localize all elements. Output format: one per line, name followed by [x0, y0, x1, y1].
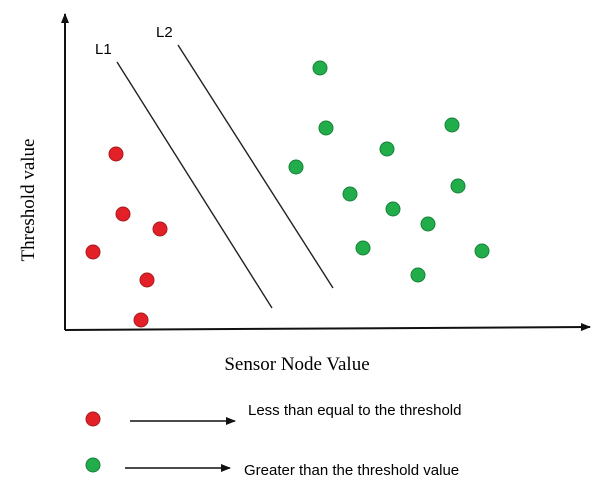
point — [444, 117, 460, 133]
line-label: L1 — [95, 41, 112, 58]
point — [152, 221, 168, 237]
point — [139, 272, 155, 288]
point — [410, 267, 426, 283]
boundary-line — [177, 44, 334, 289]
point — [379, 141, 395, 157]
point — [385, 201, 401, 217]
point — [85, 244, 101, 260]
x-axis — [64, 323, 591, 332]
legend: Less than equal to the threshold Greater… — [85, 402, 462, 479]
legend-marker — [85, 411, 101, 427]
point — [474, 243, 490, 259]
legend-label: Less than equal to the threshold — [248, 402, 462, 419]
red-points — [85, 146, 168, 328]
point — [115, 206, 131, 222]
point — [318, 120, 334, 136]
point — [355, 240, 371, 256]
legend-marker — [85, 457, 101, 473]
point — [288, 159, 304, 175]
boundary-line — [116, 61, 273, 309]
y-axis-label: Threshold value — [18, 139, 39, 262]
point — [420, 216, 436, 232]
point — [342, 186, 358, 202]
line-label: L2 — [156, 24, 173, 41]
point — [312, 60, 328, 76]
legend-label: Greater than the threshold value — [244, 462, 459, 479]
point — [133, 312, 149, 328]
x-axis-label: Sensor Node Value — [224, 354, 369, 375]
point — [108, 146, 124, 162]
green-points — [288, 60, 490, 283]
point — [450, 178, 466, 194]
